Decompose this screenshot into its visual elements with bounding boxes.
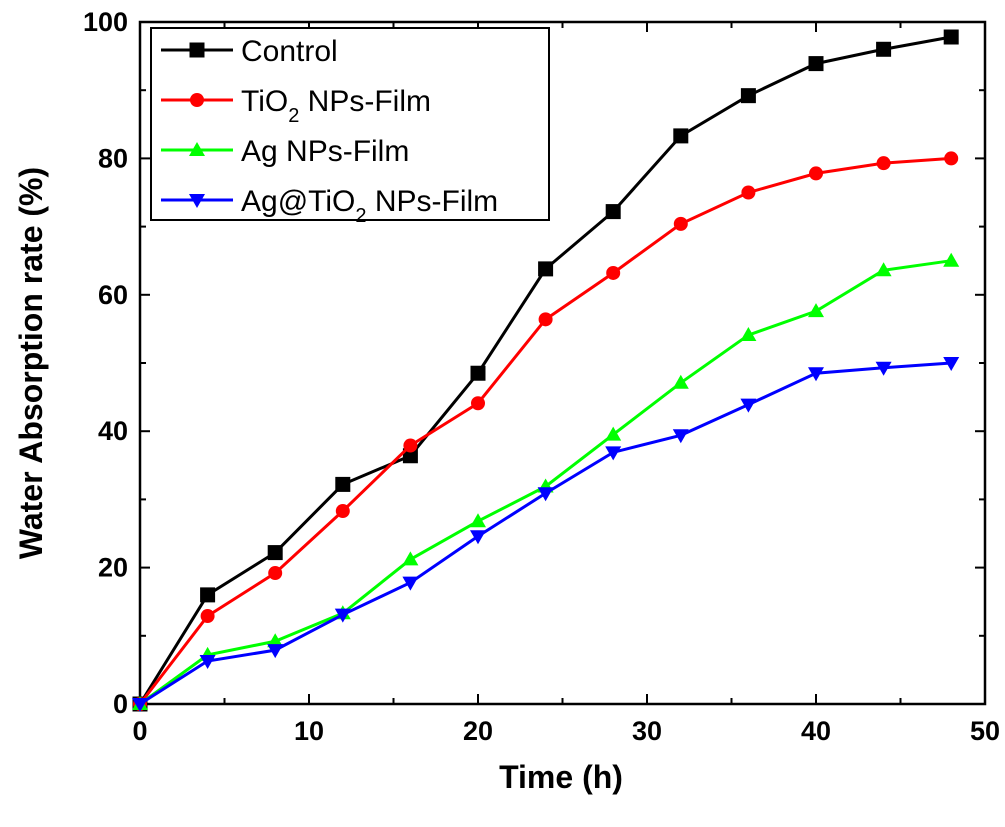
x-axis-label: Time (h) — [499, 759, 623, 795]
point-marker — [470, 513, 486, 528]
point-marker — [335, 476, 351, 492]
series-line — [139, 361, 952, 706]
series-tio2-nps-film — [133, 151, 959, 711]
point-marker — [605, 426, 622, 441]
point-marker — [606, 265, 621, 280]
point-marker — [740, 327, 757, 342]
point-marker — [943, 357, 960, 371]
legend-label: Control — [241, 35, 338, 68]
legend-label: Ag@TiO2 NPs-Film — [241, 185, 498, 227]
point-marker — [267, 633, 284, 648]
point-marker — [200, 587, 216, 603]
x-tick-label: 30 — [632, 716, 662, 746]
point-marker — [538, 312, 553, 327]
series-ag-tio2-nps-film — [132, 357, 960, 712]
point-marker — [538, 261, 554, 277]
x-tick-label: 40 — [801, 716, 831, 746]
point-marker — [672, 374, 689, 389]
point-marker — [199, 655, 216, 670]
series-layer — [132, 29, 960, 712]
x-tick-label: 0 — [132, 716, 147, 746]
series-ag-nps-film — [132, 252, 960, 710]
legend-entry: Ag NPs-Film — [161, 135, 409, 168]
legend-entry: TiO2 NPs-Film — [161, 85, 431, 127]
point-marker — [402, 576, 419, 591]
point-marker — [403, 438, 418, 453]
y-tick-label: 100 — [83, 7, 128, 37]
y-tick-label: 0 — [113, 689, 128, 719]
point-marker — [471, 396, 485, 411]
legend-label: TiO2 NPs-Film — [241, 85, 431, 127]
y-tick-label: 80 — [98, 143, 128, 173]
axes: 0 10 20 30 40 50 0 20 40 60 80 100 — [83, 7, 1000, 746]
point-marker — [200, 609, 215, 624]
point-marker — [808, 303, 824, 318]
point-marker — [808, 56, 824, 72]
point-marker — [876, 156, 891, 171]
point-marker — [402, 551, 419, 566]
point-marker — [673, 128, 689, 144]
point-marker — [470, 365, 486, 381]
point-marker — [189, 142, 205, 156]
series-control — [132, 29, 959, 712]
y-axis-label: Water Absorption rate (%) — [13, 167, 49, 559]
y-tick-label: 20 — [98, 553, 128, 583]
point-marker — [809, 166, 823, 181]
point-marker — [740, 398, 757, 413]
legend-box — [150, 27, 550, 221]
point-marker — [190, 93, 204, 107]
series-line — [138, 156, 952, 705]
legend-entry: Ag@TiO2 NPs-Film — [161, 185, 498, 227]
point-marker — [944, 151, 959, 166]
point-marker — [537, 487, 554, 502]
y-tick-label: 40 — [98, 416, 128, 446]
point-marker — [741, 185, 756, 200]
point-marker — [605, 204, 621, 220]
y-tick-label: 60 — [98, 280, 128, 310]
legend-label: Ag NPs-Film — [241, 135, 409, 168]
legend-entry: Control — [161, 35, 338, 68]
point-marker — [189, 42, 205, 58]
x-tick-label: 20 — [463, 716, 493, 746]
x-tick-label: 50 — [970, 716, 1000, 746]
point-marker — [876, 41, 892, 57]
point-marker — [673, 216, 688, 231]
legend: Control TiO2 NPs-Film Ag NPs-Film Ag@TiO2 N… — [150, 27, 550, 227]
point-marker — [943, 29, 959, 45]
point-marker — [808, 367, 824, 382]
point-marker — [334, 608, 351, 623]
point-marker — [605, 446, 622, 461]
x-tick-label: 10 — [294, 716, 324, 746]
point-marker — [740, 88, 756, 104]
point-marker — [189, 194, 205, 208]
point-marker — [470, 530, 486, 545]
point-marker — [672, 429, 689, 444]
point-marker — [132, 698, 148, 712]
point-marker — [335, 503, 350, 518]
point-marker — [267, 644, 284, 659]
point-marker — [875, 262, 892, 277]
point-marker — [267, 545, 283, 561]
point-marker — [943, 252, 960, 267]
point-marker — [875, 361, 892, 376]
point-marker — [268, 566, 283, 581]
